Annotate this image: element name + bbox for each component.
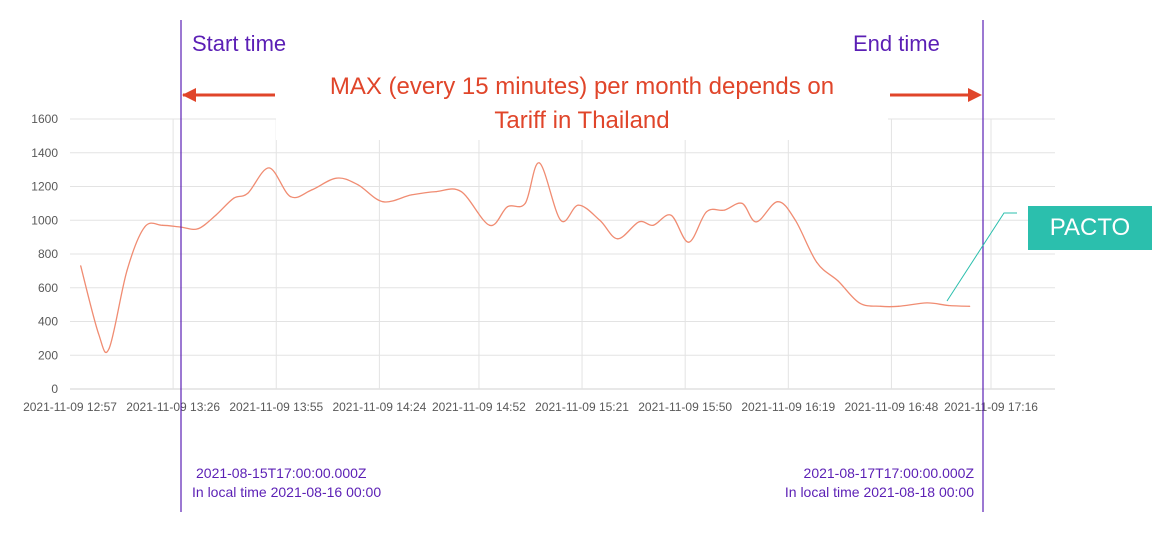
data-point <box>652 224 654 226</box>
y-tick-label: 200 <box>38 348 58 362</box>
y-tick-label: 400 <box>38 315 58 329</box>
data-point <box>926 302 928 304</box>
data-point <box>777 201 779 203</box>
data-point <box>617 238 619 240</box>
tariff-annotation-line-2: Tariff in Thailand <box>494 107 670 134</box>
start-time-local: In local time 2021-08-16 00:00 <box>192 484 382 500</box>
y-tick-label: 0 <box>51 382 58 396</box>
data-point <box>311 189 313 191</box>
left-arrow-icon <box>182 88 196 102</box>
y-tick-label: 600 <box>38 281 58 295</box>
end-time-utc: 2021-08-17T17:00:00.000Z <box>803 465 974 481</box>
data-point <box>435 190 437 193</box>
x-tick-label: 2021-11-09 16:19 <box>741 400 835 414</box>
x-axis-ticks: 2021-11-09 12:57 2021-11-09 13:26 2021-11-… <box>23 400 1038 414</box>
tariff-annotation: MAX (every 15 minutes) per month depends… <box>276 70 888 140</box>
data-point <box>638 221 640 223</box>
data-point <box>538 162 540 164</box>
data-point <box>357 184 359 186</box>
data-point <box>816 261 818 264</box>
y-tick-label: 1600 <box>31 112 58 126</box>
data-point <box>794 219 797 221</box>
x-tick-label: 2021-11-09 17:16 <box>944 400 1038 414</box>
start-time-utc: 2021-08-15T17:00:00.000Z <box>196 465 367 481</box>
x-tick-label: 2021-11-09 16:48 <box>844 400 938 414</box>
y-axis-ticks: 0 200 400 600 800 1000 1200 1400 1600 <box>31 112 58 396</box>
x-tick-label: 2021-11-09 15:50 <box>638 400 732 414</box>
x-tick-label: 2021-11-09 15:21 <box>535 400 629 414</box>
data-point <box>741 202 743 204</box>
data-point <box>969 305 971 307</box>
data-point <box>460 190 462 193</box>
data-point <box>108 347 110 350</box>
data-point <box>80 265 82 267</box>
data-point <box>215 214 217 216</box>
data-point <box>723 209 725 211</box>
end-time-label: End time <box>853 31 940 56</box>
data-point <box>161 224 164 226</box>
start-time-label: Start time <box>192 31 287 56</box>
data-point <box>560 219 562 221</box>
data-point <box>599 219 601 221</box>
data-point <box>947 304 949 307</box>
data-point <box>524 202 526 204</box>
right-arrow-icon <box>968 88 982 102</box>
end-time-local: In local time 2021-08-18 00:00 <box>784 484 974 500</box>
x-tick-label: 2021-11-09 13:55 <box>229 400 323 414</box>
data-point <box>858 302 861 304</box>
data-point <box>670 214 672 216</box>
data-point <box>289 196 292 198</box>
y-tick-label: 1200 <box>31 180 58 194</box>
data-point <box>382 201 384 203</box>
data-point <box>506 206 508 208</box>
data-point <box>897 305 900 307</box>
tariff-annotation-line-1: MAX (every 15 minutes) per month depends… <box>329 73 835 100</box>
y-tick-label: 1000 <box>31 213 58 227</box>
gridlines <box>70 118 1055 390</box>
pacto-callout: PACTO <box>1028 206 1152 250</box>
x-tick-label: 2021-11-09 13:26 <box>126 400 220 414</box>
series-line <box>80 162 970 354</box>
y-tick-label: 1400 <box>31 146 58 160</box>
data-point <box>247 192 249 194</box>
data-point <box>268 167 270 169</box>
data-point <box>880 305 882 307</box>
data-point <box>197 228 199 230</box>
data-point <box>577 204 580 206</box>
data-point <box>410 194 412 196</box>
data-point <box>837 280 839 282</box>
data-point <box>705 211 708 213</box>
data-point <box>97 332 100 334</box>
range-arrows <box>182 88 982 102</box>
data-point <box>336 177 338 179</box>
callout-leader-line <box>946 212 1017 302</box>
x-tick-label: 2021-11-09 12:57 <box>23 400 117 414</box>
data-point <box>755 221 757 223</box>
data-point <box>232 197 235 199</box>
data-point <box>144 226 146 228</box>
data-point <box>126 270 128 272</box>
x-tick-label: 2021-11-09 14:24 <box>332 400 426 414</box>
x-tick-label: 2021-11-09 14:52 <box>432 400 526 414</box>
data-point <box>489 224 491 226</box>
data-point <box>688 241 690 243</box>
y-tick-label: 800 <box>38 247 58 261</box>
